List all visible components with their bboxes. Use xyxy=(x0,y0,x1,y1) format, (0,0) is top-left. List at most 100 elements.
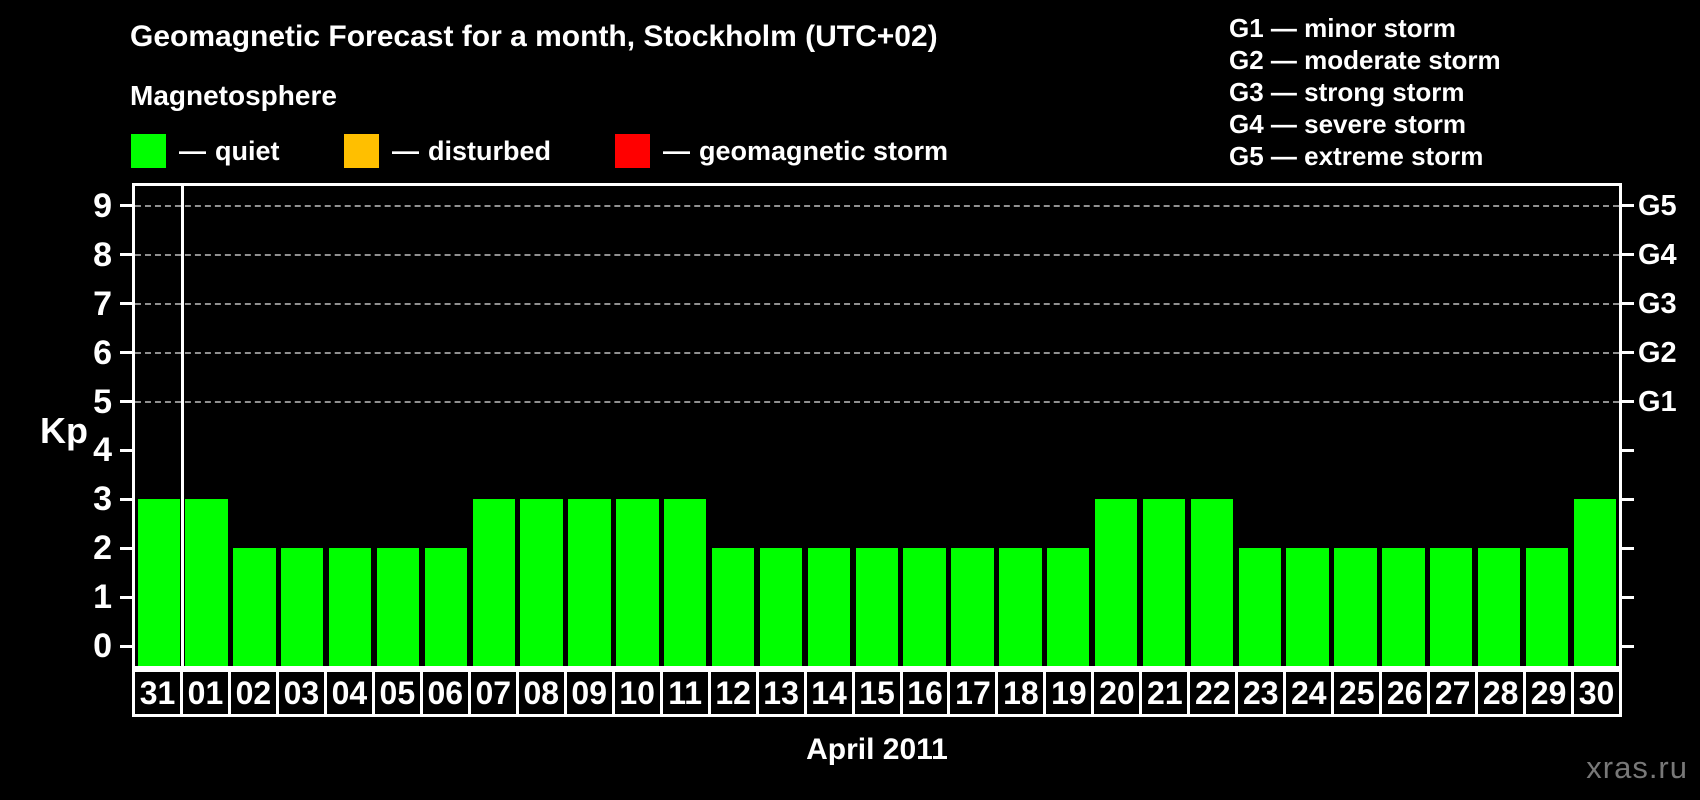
y-axis-tick-label: 3 xyxy=(93,480,112,519)
day-label-22: 22 xyxy=(1187,669,1239,717)
right-axis-tick xyxy=(1622,546,1634,550)
kp-bar-day-23 xyxy=(1238,548,1281,666)
kp-bar-day-01 xyxy=(185,499,228,666)
right-axis-tick xyxy=(1622,595,1634,599)
legend-label-quiet: quiet xyxy=(215,135,280,166)
kp-bar-day-25 xyxy=(1334,548,1377,666)
geomagnetic-storm-color-swatch xyxy=(615,134,650,168)
kp-bar-day-24 xyxy=(1286,548,1329,666)
storm-scale-item: G3 — strong storm xyxy=(1229,77,1465,107)
kp-bar-day-04 xyxy=(328,548,372,666)
gridline-kp5 xyxy=(135,400,1619,403)
day-label-29: 29 xyxy=(1523,669,1575,717)
kp-bar-day-11 xyxy=(664,499,707,666)
day-label-19: 19 xyxy=(1043,669,1095,717)
storm-scale-item: G4 — severe storm xyxy=(1229,109,1467,139)
day-label-23: 23 xyxy=(1235,669,1287,717)
day-label-07: 07 xyxy=(467,669,519,717)
kp-bar-day-06 xyxy=(424,548,468,666)
storm-scale-legend: G1 — minor storm G2 — moderate storm G3 — … xyxy=(1229,12,1501,172)
kp-bar-day-14 xyxy=(807,548,851,666)
right-axis-tick xyxy=(1622,253,1634,257)
legend-dash: — xyxy=(179,135,206,166)
day-label-26: 26 xyxy=(1379,669,1431,717)
storm-scale-item: G5 — extreme storm xyxy=(1229,141,1484,171)
y-axis-tick xyxy=(120,595,132,599)
kp-bar-day-26 xyxy=(1382,548,1425,666)
y-axis-tick-label: 2 xyxy=(93,529,112,568)
gridline-kp6 xyxy=(135,351,1619,354)
day-label-12: 12 xyxy=(707,669,759,717)
day-label-28: 28 xyxy=(1475,669,1527,717)
day-label-09: 09 xyxy=(563,669,615,717)
x-axis-day-labels: 31 01 02 03 04 05 06 07 08 09 10 11 12 13 14 15 16 17 18 19… xyxy=(132,669,1623,717)
y-axis-tick-label: 4 xyxy=(93,431,112,470)
right-axis-tick xyxy=(1622,400,1634,403)
watermark: xras.ru xyxy=(1586,750,1688,785)
day-label-16: 16 xyxy=(899,669,951,717)
quiet-color-swatch xyxy=(131,134,166,168)
kp-bar-day-15 xyxy=(855,548,898,666)
day-label-10: 10 xyxy=(611,669,663,717)
y-axis-tick-label: 8 xyxy=(93,235,112,274)
day-label-25: 25 xyxy=(1331,669,1383,717)
day-label-14: 14 xyxy=(803,669,855,717)
kp-bar-day-18 xyxy=(999,548,1042,666)
day-label-21: 21 xyxy=(1139,669,1191,717)
y-axis-tick xyxy=(120,204,132,208)
disturbed-color-swatch xyxy=(344,134,379,168)
day-label-02: 02 xyxy=(227,669,279,717)
kp-bar-day-20 xyxy=(1094,499,1138,666)
y-axis-tick xyxy=(120,302,132,306)
day-label-27: 27 xyxy=(1427,669,1479,717)
legend-dash: — xyxy=(392,135,419,166)
right-axis-tick xyxy=(1622,351,1634,355)
kp-bar-day-22 xyxy=(1190,499,1234,666)
right-axis-label-g4: G4 xyxy=(1638,238,1677,271)
legend-item-quiet: — quiet xyxy=(131,133,280,169)
kp-bar-day-17 xyxy=(951,548,994,666)
day-label-13: 13 xyxy=(755,669,807,717)
right-axis-label-g2: G2 xyxy=(1638,336,1677,369)
y-axis-tick xyxy=(120,497,132,501)
y-axis-tick-label: 0 xyxy=(93,627,112,666)
day-label-24: 24 xyxy=(1283,669,1335,717)
x-axis-month-label: April 2011 xyxy=(806,733,948,766)
kp-bar-day-05 xyxy=(376,548,420,666)
right-axis-tick xyxy=(1622,497,1634,501)
right-axis-label-g1: G1 xyxy=(1638,385,1677,418)
right-axis-label-g5: G5 xyxy=(1638,189,1677,222)
y-axis-tick-label: 6 xyxy=(93,333,112,372)
day-label-04: 04 xyxy=(323,669,375,717)
legend-item-disturbed: — disturbed xyxy=(344,133,551,169)
kp-bar-day-09 xyxy=(568,499,611,666)
kp-bar-day-13 xyxy=(759,548,803,666)
day-label-11: 11 xyxy=(659,669,711,717)
y-axis-tick-label: 1 xyxy=(93,578,112,617)
y-axis-tick-label: 9 xyxy=(93,186,112,225)
day-label-08: 08 xyxy=(515,669,567,717)
y-axis-tick xyxy=(120,448,132,452)
plot-area xyxy=(132,183,1622,669)
legend-item-geomagnetic-storm: — geomagnetic storm xyxy=(615,133,948,169)
day-label-15: 15 xyxy=(851,669,903,717)
y-axis-tick-label: 7 xyxy=(93,284,112,323)
y-axis-tick xyxy=(120,546,132,550)
storm-scale-item: G2 — moderate storm xyxy=(1229,45,1501,75)
kp-bar-day-19 xyxy=(1047,548,1090,666)
kp-bar-day-29 xyxy=(1525,548,1569,666)
kp-bar-day-21 xyxy=(1142,499,1186,666)
month-separator-line xyxy=(181,186,185,666)
day-label-06: 06 xyxy=(419,669,471,717)
kp-bar-day-27 xyxy=(1430,548,1473,666)
right-axis-tick xyxy=(1622,448,1634,452)
kp-bar-day-30 xyxy=(1573,499,1616,666)
y-axis-label: Kp xyxy=(40,410,88,451)
kp-bar-day-31 xyxy=(137,499,180,666)
magnetosphere-label: Magnetosphere xyxy=(130,80,337,111)
right-axis-label-g3: G3 xyxy=(1638,287,1677,320)
legend-label-disturbed: disturbed xyxy=(428,135,552,166)
right-axis-tick xyxy=(1622,302,1634,306)
gridline-kp8 xyxy=(135,253,1619,256)
